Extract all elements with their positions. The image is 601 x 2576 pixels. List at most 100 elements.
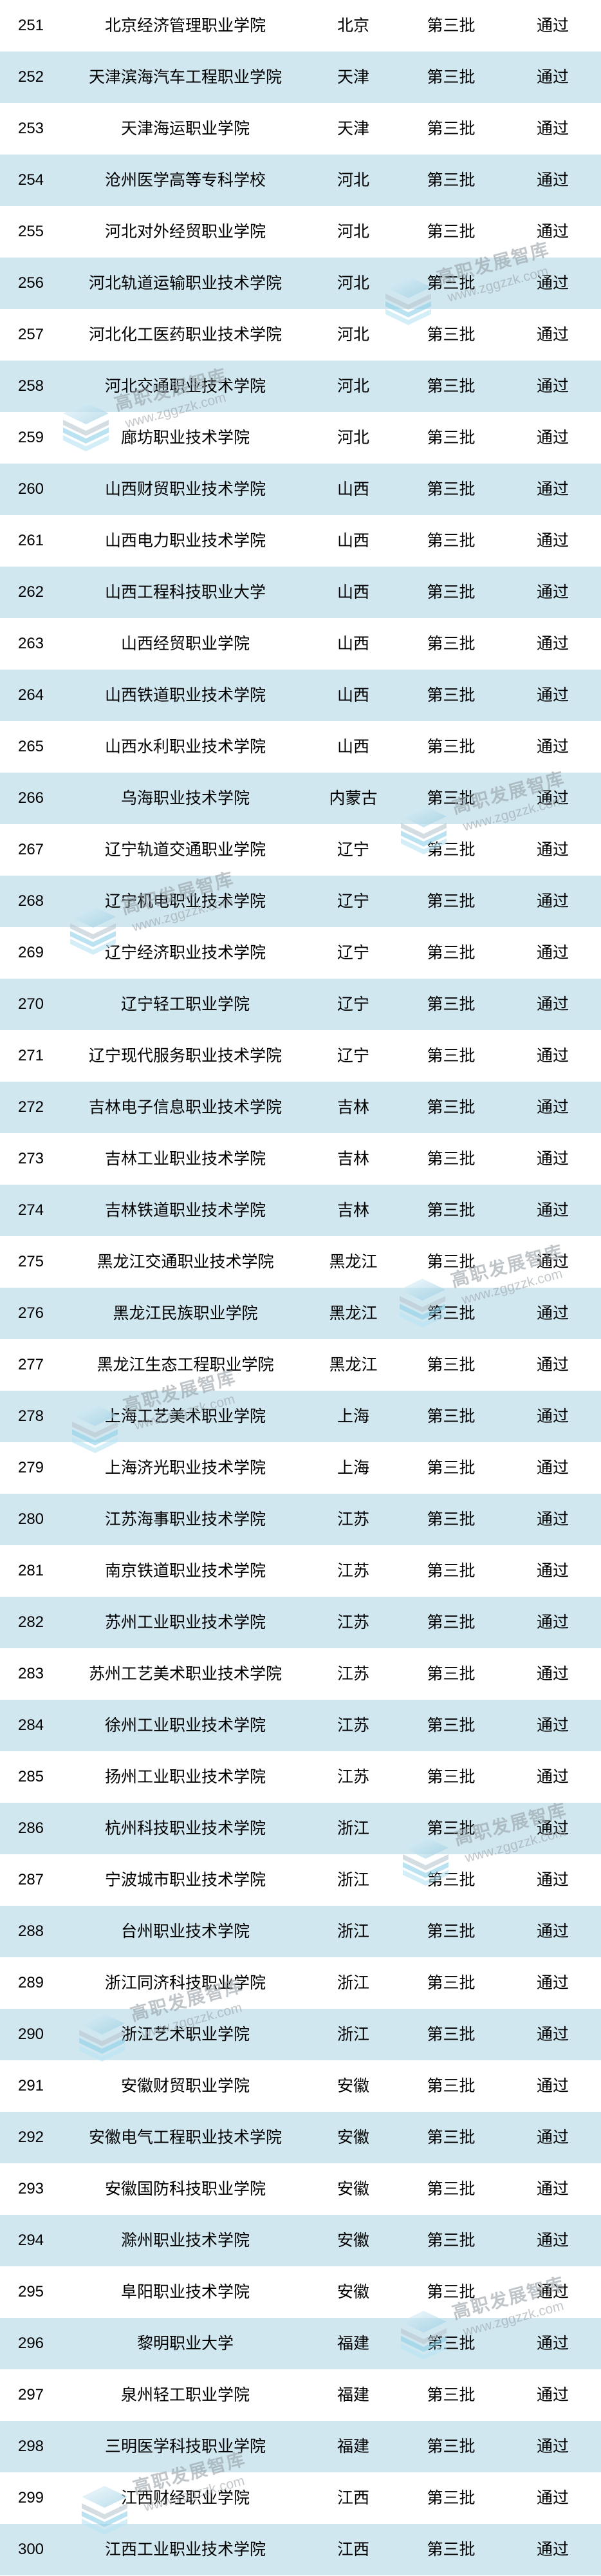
cell-batch: 第三批 (427, 1356, 476, 1374)
cell-prov: 天津 (337, 120, 369, 138)
cell-batch: 第三批 (427, 480, 476, 498)
cell-result: 通过 (536, 1665, 569, 1683)
table-row: 294 滁州职业技术学院 安徽 第三批 通过 (0, 2215, 601, 2266)
cell-batch: 第三批 (427, 2232, 476, 2250)
table-row: 276 黑龙江民族职业学院 黑龙江 第三批 通过 (0, 1288, 601, 1339)
table-row: 286 杭州科技职业技术学院 浙江 第三批 通过 (0, 1803, 601, 1854)
cell-no: 289 (17, 1974, 44, 1991)
cell-name: 吉林铁道职业技术学院 (104, 1201, 266, 1219)
cell-name: 杭州科技职业技术学院 (104, 1819, 266, 1838)
cell-no: 273 (17, 1150, 44, 1167)
cell-name: 江西财经职业学院 (120, 2489, 250, 2507)
table-row: 254 沧州医学高等专科学校 河北 第三批 通过 (0, 155, 601, 206)
table-row: 258 河北交通职业技术学院 河北 第三批 通过 (0, 361, 601, 412)
cell-no: 253 (17, 120, 44, 137)
cell-batch: 第三批 (427, 2438, 476, 2456)
cell-prov: 辽宁 (337, 892, 369, 910)
cell-result: 通过 (536, 120, 569, 138)
cell-name: 安徽财贸职业学院 (120, 2077, 250, 2095)
cell-batch: 第三批 (427, 1047, 476, 1065)
cell-name: 吉林电子信息职业技术学院 (88, 1098, 282, 1116)
cell-name: 上海工艺美术职业学院 (104, 1407, 266, 1425)
cell-prov: 安徽 (337, 2077, 369, 2095)
cell-name: 天津海运职业学院 (120, 120, 250, 138)
cell-result: 通过 (536, 841, 569, 859)
cell-name: 辽宁现代服务职业技术学院 (88, 1047, 282, 1065)
cell-prov: 辽宁 (337, 944, 369, 962)
cell-result: 通过 (536, 480, 569, 498)
cell-result: 通过 (536, 2335, 569, 2353)
cell-batch: 第三批 (427, 274, 476, 292)
cell-prov: 山西 (337, 532, 369, 550)
cell-prov: 浙江 (337, 2026, 369, 2044)
cell-name: 北京经济管理职业学院 (104, 17, 266, 35)
table-row: 296 黎明职业大学 福建 第三批 通过 (0, 2318, 601, 2369)
cell-no: 281 (17, 1562, 44, 1579)
cell-prov: 山西 (337, 635, 369, 653)
cell-no: 272 (17, 1098, 44, 1116)
cell-result: 通过 (536, 2489, 569, 2507)
table-row: 285 扬州工业职业技术学院 江苏 第三批 通过 (0, 1751, 601, 1803)
cell-prov: 江苏 (337, 1768, 369, 1786)
cell-prov: 江苏 (337, 1716, 369, 1735)
cell-batch: 第三批 (427, 1716, 476, 1735)
table-row: 265 山西水利职业技术学院 山西 第三批 通过 (0, 721, 601, 773)
cell-prov: 黑龙江 (329, 1253, 378, 1271)
cell-no: 264 (17, 686, 44, 704)
cell-name: 辽宁轻工职业学院 (120, 995, 250, 1013)
table-row: 281 南京铁道职业技术学院 江苏 第三批 通过 (0, 1545, 601, 1597)
table-row: 261 山西电力职业技术学院 山西 第三批 通过 (0, 515, 601, 567)
cell-name: 三明医学科技职业学院 (104, 2438, 266, 2456)
cell-result: 通过 (536, 1768, 569, 1786)
cell-name: 黎明职业大学 (136, 2335, 234, 2353)
cell-result: 通过 (536, 1150, 569, 1168)
table-row: 275 黑龙江交通职业技术学院 黑龙江 第三批 通过 (0, 1236, 601, 1288)
cell-prov: 黑龙江 (329, 1356, 378, 1374)
cell-result: 通过 (536, 1510, 569, 1528)
cell-batch: 第三批 (427, 1871, 476, 1889)
table-row: 293 安徽国防科技职业学院 安徽 第三批 通过 (0, 2163, 601, 2215)
cell-batch: 第三批 (427, 1407, 476, 1425)
cell-no: 283 (17, 1665, 44, 1682)
cell-name: 吉林工业职业技术学院 (104, 1150, 266, 1168)
cell-no: 296 (17, 2335, 44, 2352)
cell-name: 安徽电气工程职业技术学院 (88, 2129, 282, 2147)
table-row: 262 山西工程科技职业大学 山西 第三批 通过 (0, 567, 601, 618)
cell-prov: 辽宁 (337, 1047, 369, 1065)
cell-no: 266 (17, 789, 44, 807)
cell-no: 268 (17, 892, 44, 910)
cell-name: 河北轨道运输职业技术学院 (88, 274, 282, 292)
table-row: 257 河北化工医药职业技术学院 河北 第三批 通过 (0, 309, 601, 361)
table-row: 267 辽宁轨道交通职业学院 辽宁 第三批 通过 (0, 824, 601, 876)
cell-batch: 第三批 (427, 1098, 476, 1116)
table-row: 252 天津滨海汽车工程职业学院 天津 第三批 通过 (0, 52, 601, 103)
cell-batch: 第三批 (427, 738, 476, 756)
cell-result: 通过 (536, 17, 569, 35)
cell-no: 294 (17, 2232, 44, 2249)
cell-name: 辽宁轨道交通职业学院 (104, 841, 266, 859)
table-row: 280 江苏海事职业技术学院 江苏 第三批 通过 (0, 1494, 601, 1545)
cell-no: 271 (17, 1047, 44, 1064)
table-row: 295 阜阳职业技术学院 安徽 第三批 通过 (0, 2266, 601, 2318)
cell-batch: 第三批 (427, 1562, 476, 1580)
cell-batch: 第三批 (427, 223, 476, 241)
cell-name: 泉州轻工职业学院 (120, 2386, 250, 2404)
cell-name: 山西电力职业技术学院 (104, 532, 266, 550)
cell-no: 262 (17, 583, 44, 601)
cell-no: 300 (17, 2541, 44, 2558)
cell-name: 扬州工业职业技术学院 (104, 1768, 266, 1786)
cell-prov: 山西 (337, 480, 369, 498)
cell-prov: 上海 (337, 1407, 369, 1425)
cell-no: 295 (17, 2283, 44, 2300)
cell-name: 山西铁道职业技术学院 (104, 686, 266, 704)
cell-prov: 福建 (337, 2386, 369, 2404)
cell-name: 苏州工业职业技术学院 (104, 1613, 266, 1631)
cell-prov: 浙江 (337, 1923, 369, 1941)
cell-prov: 浙江 (337, 1871, 369, 1889)
cell-batch: 第三批 (427, 1304, 476, 1322)
cell-batch: 第三批 (427, 583, 476, 601)
cell-no: 265 (17, 738, 44, 755)
cell-batch: 第三批 (427, 326, 476, 344)
cell-prov: 江苏 (337, 1562, 369, 1580)
cell-batch: 第三批 (427, 1253, 476, 1271)
